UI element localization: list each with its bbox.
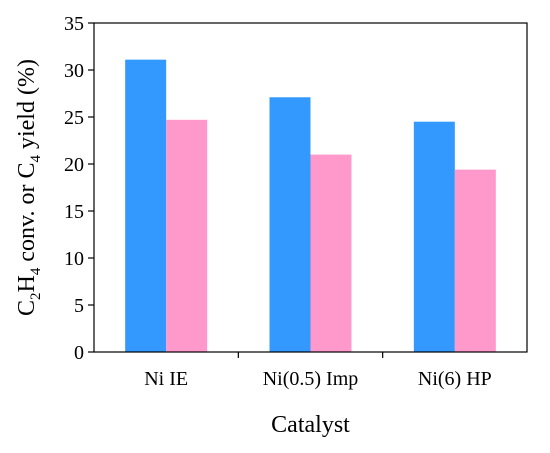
y-tick-label: 15 (64, 201, 84, 223)
bar (310, 154, 352, 352)
y-tick-label: 35 (64, 13, 84, 35)
x-axis-label: Catalyst (271, 412, 350, 438)
y-tick-label: 10 (64, 248, 84, 270)
y-tick-label: 0 (74, 342, 84, 364)
bar (125, 59, 167, 352)
bar (454, 169, 496, 352)
bar (166, 119, 208, 352)
y-axis-ticks: 0 5 10 15 20 25 30 35 (64, 13, 94, 364)
y-tick-label: 30 (64, 60, 84, 82)
x-tick-label: Ni(6) HP (418, 368, 492, 390)
bar (413, 121, 455, 352)
x-tick-label: Ni IE (144, 368, 188, 390)
bars (125, 59, 496, 352)
y-axis-label: C2H4 conv. or C4 yield (%) (14, 59, 44, 316)
x-axis-ticks: Ni IE Ni(0.5) Imp Ni(6) HP (144, 352, 492, 390)
y-tick-label: 25 (64, 107, 84, 129)
plot-frame (93, 22, 528, 353)
y-tick-label: 20 (64, 154, 84, 176)
y-tick-label: 5 (74, 295, 84, 317)
bar (269, 97, 311, 352)
x-tick-label: Ni(0.5) Imp (263, 368, 359, 390)
